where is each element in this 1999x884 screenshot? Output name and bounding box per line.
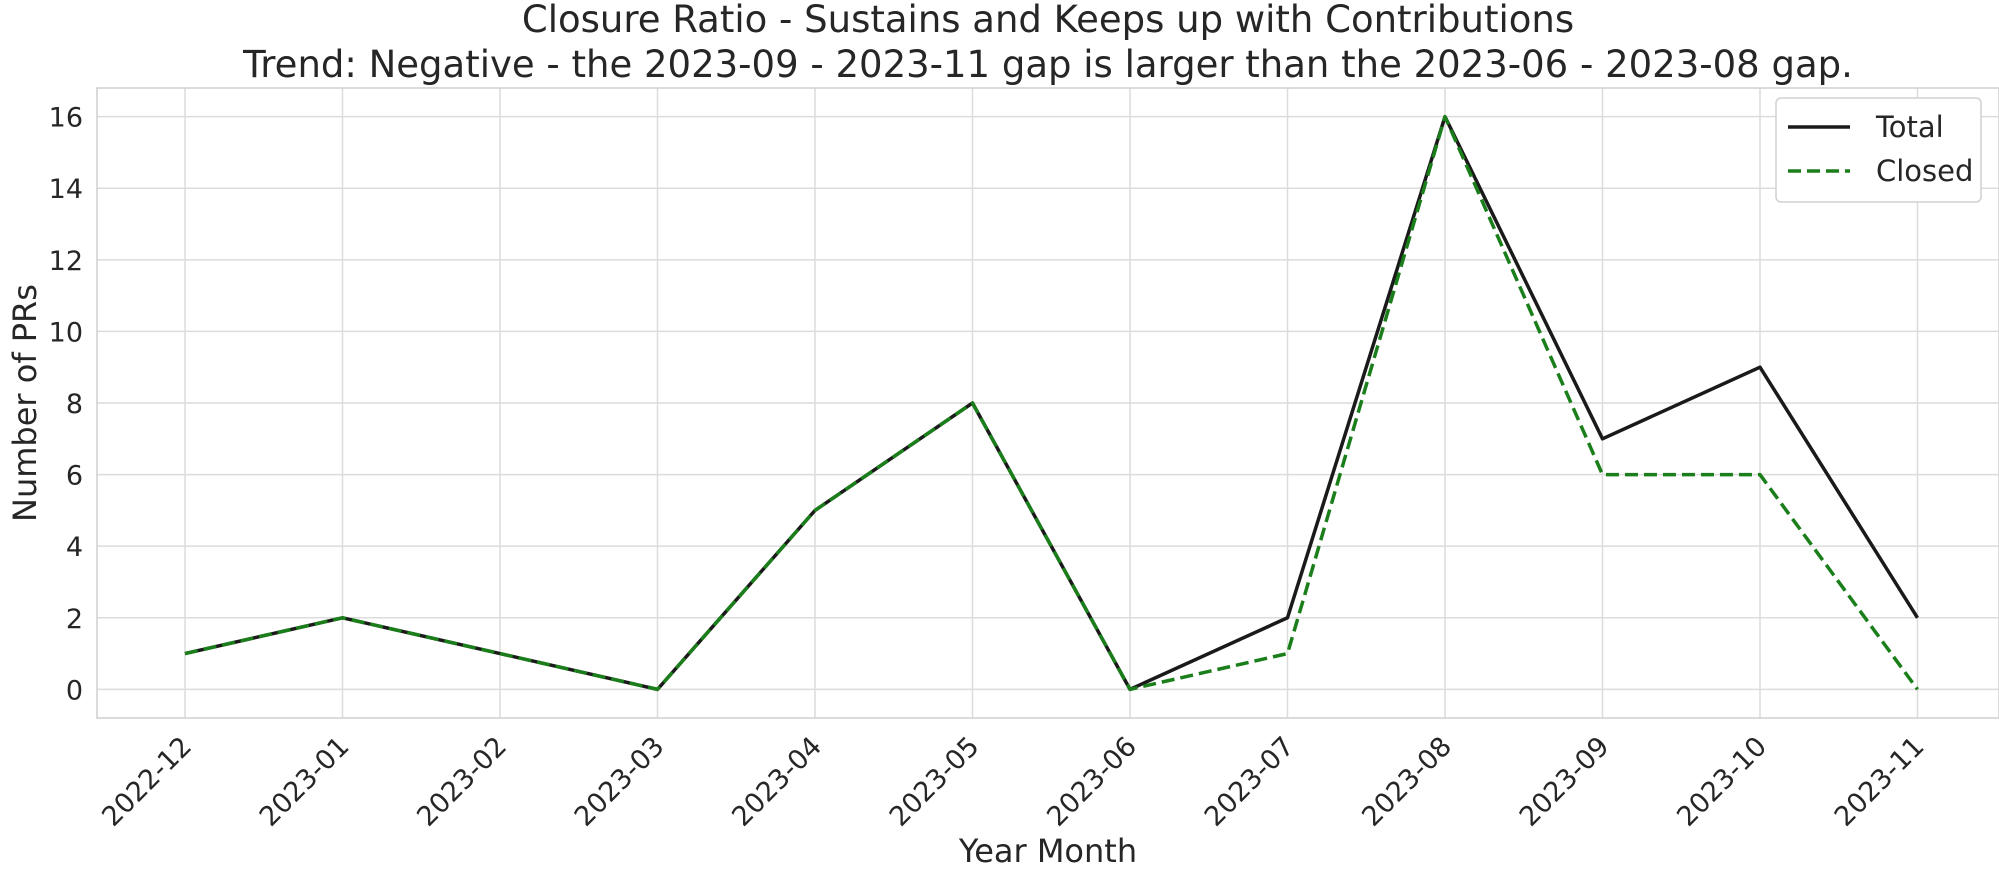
y-tick-label: 8 (66, 389, 83, 420)
y-tick-label: 2 (66, 604, 83, 635)
y-tick-label: 0 (66, 675, 83, 706)
y-tick-label: 12 (49, 246, 83, 277)
plot-frame (96, 87, 1999, 719)
series-lines (184, 114, 1919, 692)
y-tick-label: 16 (49, 103, 83, 134)
legend-label-closed: Closed (1876, 154, 1973, 188)
legend: Total Closed (1775, 97, 1982, 203)
y-tick-label: 10 (49, 317, 83, 348)
legend-box (1775, 97, 1982, 203)
y-ticks: 0 2 4 6 8 10 12 14 16 (49, 103, 83, 707)
y-axis-label: Number of PRs (6, 284, 44, 522)
series-line-closed (184, 114, 1919, 692)
y-tick-label: 6 (66, 461, 83, 492)
y-tick-label: 4 (66, 532, 83, 563)
x-axis-label: Year Month (958, 832, 1137, 870)
chart-subtitle: Trend: Negative - the 2023-09 - 2023-11 … (242, 43, 1853, 86)
legend-label-total: Total (1875, 110, 1944, 144)
y-tick-label: 14 (49, 174, 83, 205)
chart-title: Closure Ratio - Sustains and Keeps up wi… (522, 0, 1574, 41)
